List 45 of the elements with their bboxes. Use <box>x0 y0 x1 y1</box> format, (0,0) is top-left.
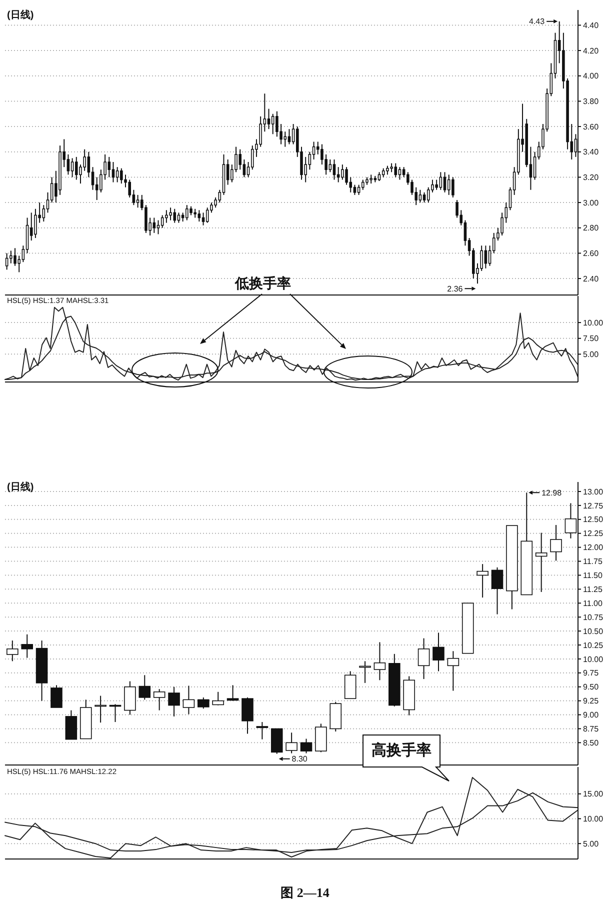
y-tick-label: 2.40 <box>583 274 600 284</box>
y-tick-label: 4.40 <box>583 21 600 30</box>
y-tick-label: 10.00 <box>583 654 604 664</box>
y-tick-label: 9.00 <box>583 710 600 720</box>
y-tick-label: 11.25 <box>583 585 603 594</box>
annotation: 高换手率 <box>372 742 432 758</box>
y-tick-label: 4.00 <box>583 72 600 81</box>
y-tick-label: 11.50 <box>583 571 603 580</box>
y-tick-label: 12.75 <box>583 501 604 510</box>
annotation: 低换手率 <box>235 276 291 292</box>
y-tick-label: 3.80 <box>583 97 600 106</box>
y-tick-label: 9.75 <box>583 668 600 678</box>
y-tick-label: 7.50 <box>583 334 600 344</box>
y-tick-label: 10.00 <box>583 814 604 824</box>
y-tick-label: 5.00 <box>583 839 600 848</box>
annotation: 8.30 <box>292 754 308 764</box>
y-tick-label: 12.50 <box>583 515 604 524</box>
y-tick-label: 10.00 <box>583 318 604 328</box>
y-tick-label: 9.50 <box>583 682 600 692</box>
y-tick-label: 5.00 <box>583 350 600 360</box>
y-tick-label: 12.00 <box>583 543 604 552</box>
y-tick-label: 3.20 <box>583 173 600 182</box>
y-tick-label: 2.80 <box>583 224 600 233</box>
y-tick-label: 13.00 <box>583 487 604 496</box>
annotation: 2.36 <box>447 284 464 294</box>
y-tick-label: 10.25 <box>583 640 604 650</box>
chart-title: (日线) <box>7 10 34 21</box>
y-tick-label: 15.00 <box>583 790 604 799</box>
y-tick-label: 10.75 <box>583 612 604 622</box>
y-tick-label: 10.50 <box>583 626 604 636</box>
y-tick-label: 4.20 <box>583 46 600 56</box>
y-tick-label: 8.50 <box>583 738 600 748</box>
caption: 图 2—14 <box>280 884 330 900</box>
y-tick-label: 3.00 <box>583 198 600 208</box>
chart-title: (日线) <box>7 482 34 493</box>
annotation: 4.43 <box>529 17 546 26</box>
annotation: 12.98 <box>542 488 562 498</box>
y-tick-label: 9.25 <box>583 696 600 706</box>
y-tick-label: 11.00 <box>583 598 603 608</box>
y-tick-label: 3.40 <box>583 148 600 157</box>
y-tick-label: 3.60 <box>583 122 600 132</box>
y-tick-label: 12.25 <box>583 529 604 538</box>
y-tick-label: 2.60 <box>583 249 600 258</box>
y-tick-label: 8.75 <box>583 724 600 734</box>
y-tick-label: 11.75 <box>583 557 603 566</box>
